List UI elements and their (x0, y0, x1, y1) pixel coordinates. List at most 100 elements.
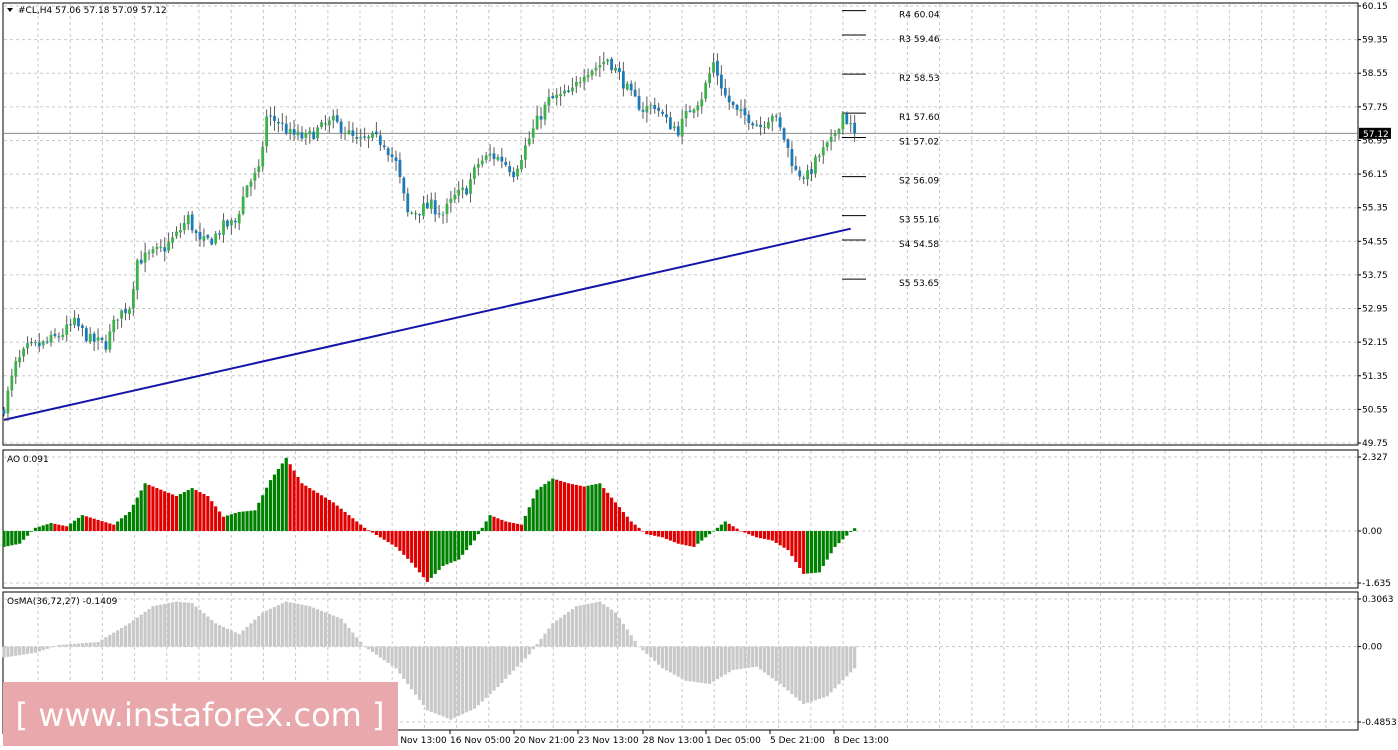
osma-bar (359, 641, 363, 647)
ao-bar (261, 495, 265, 532)
osma-bar (806, 646, 810, 703)
ao-bar (547, 481, 551, 532)
ao-bar (833, 531, 837, 547)
candle-body (418, 214, 421, 216)
osma-bar (37, 646, 41, 652)
ao-bar (225, 515, 230, 532)
candle-body (96, 337, 100, 341)
candle-body (657, 107, 661, 111)
ao-bar (633, 524, 637, 532)
candle-body (367, 136, 370, 139)
ao-bar (809, 531, 814, 574)
candle-body (22, 348, 25, 357)
osma-bar (139, 614, 143, 647)
candle-body (512, 171, 515, 178)
candle-body (179, 230, 182, 233)
candle-body (288, 128, 292, 133)
ao-bar (253, 510, 257, 532)
osma-bar (813, 646, 818, 701)
candle-body (723, 88, 727, 96)
candle-body (198, 231, 202, 240)
ao-bar (284, 457, 288, 532)
ao-bar (155, 488, 159, 532)
price-tag-bg (1359, 127, 1391, 139)
candle-body (92, 333, 96, 342)
candle-body (520, 159, 523, 170)
osma-bar (18, 646, 22, 656)
candle-body (782, 128, 786, 140)
osma-bar (417, 646, 422, 700)
candle-body (355, 136, 359, 139)
ao-bar (527, 507, 531, 532)
trendline[interactable] (3, 227, 851, 421)
candle-body (139, 259, 143, 264)
candle-body (712, 62, 715, 73)
osma-bar (496, 646, 500, 687)
ao-bar (641, 531, 645, 532)
osma-bar (711, 646, 716, 682)
ao-bar (696, 531, 700, 544)
candle-body (265, 116, 269, 147)
ao-panel[interactable]: AO 0.091 2.327 0.00 -1.635 (2, 449, 1391, 589)
osma-bar (527, 646, 531, 655)
osma-bar (610, 609, 614, 647)
ao-bar (366, 530, 371, 532)
osma-bar (304, 605, 308, 647)
osma-bar (715, 646, 720, 680)
ao-bar (335, 505, 339, 532)
osma-bar (747, 646, 751, 668)
candle-body (241, 196, 245, 214)
ao-bar (594, 484, 598, 532)
osma-bar (684, 646, 688, 681)
candle-body (402, 177, 406, 194)
ao-bar (292, 470, 296, 532)
pivot-levels: R4 60.04 R3 59.46 R2 58.53 R1 57.60 S1 57.02… (842, 10, 940, 289)
y-tick-label: 49.75 (1362, 439, 1388, 449)
candle-body (735, 104, 739, 110)
osma-panel[interactable]: OsMA(36,72,27) -0.1409 0.3063 0.00 -0.4853 (2, 591, 1397, 731)
osma-bar (386, 646, 390, 663)
y-tick-label: -1.635 (1362, 579, 1391, 589)
ao-bar (10, 531, 14, 546)
ao-bar (355, 521, 359, 532)
chevron-down-icon[interactable] (7, 8, 13, 12)
candle-body (700, 99, 704, 106)
candle-body (312, 131, 316, 140)
candle-body (508, 166, 512, 173)
osma-bar (65, 644, 69, 647)
ao-bar (202, 494, 206, 532)
candle-body (147, 252, 151, 254)
osma-bar (484, 646, 488, 698)
candle-body (543, 104, 547, 120)
ao-bar (437, 531, 441, 570)
candle-body (131, 288, 135, 309)
candle-body (65, 324, 69, 335)
ao-bar (578, 485, 582, 532)
candle-body (492, 153, 496, 159)
candle-body (578, 81, 582, 83)
candle-body (194, 230, 198, 233)
main-price-panel[interactable]: R4 60.04 R3 59.46 R2 58.53 R1 57.60 S1 57.02… (2, 2, 1391, 449)
ao-bar (265, 487, 269, 532)
ao-bar (127, 511, 132, 532)
ao-bar (621, 511, 625, 532)
osma-bar (80, 643, 84, 647)
candle-body (763, 127, 766, 129)
ao-bar (37, 526, 41, 532)
candle-body (445, 203, 449, 215)
osma-bar (104, 637, 108, 647)
candle-body (774, 115, 778, 117)
osma-bar (637, 646, 641, 648)
ao-bar (18, 531, 22, 544)
osma-bar (555, 620, 559, 647)
candle-body (841, 113, 845, 130)
candle-body (429, 199, 433, 209)
osma-bar (308, 606, 312, 647)
osma-bar (688, 646, 692, 682)
osma-bar (778, 646, 782, 684)
ao-bar (163, 491, 167, 532)
candle-body (676, 126, 680, 136)
ao-bar (845, 531, 849, 536)
candle-body (621, 71, 625, 89)
